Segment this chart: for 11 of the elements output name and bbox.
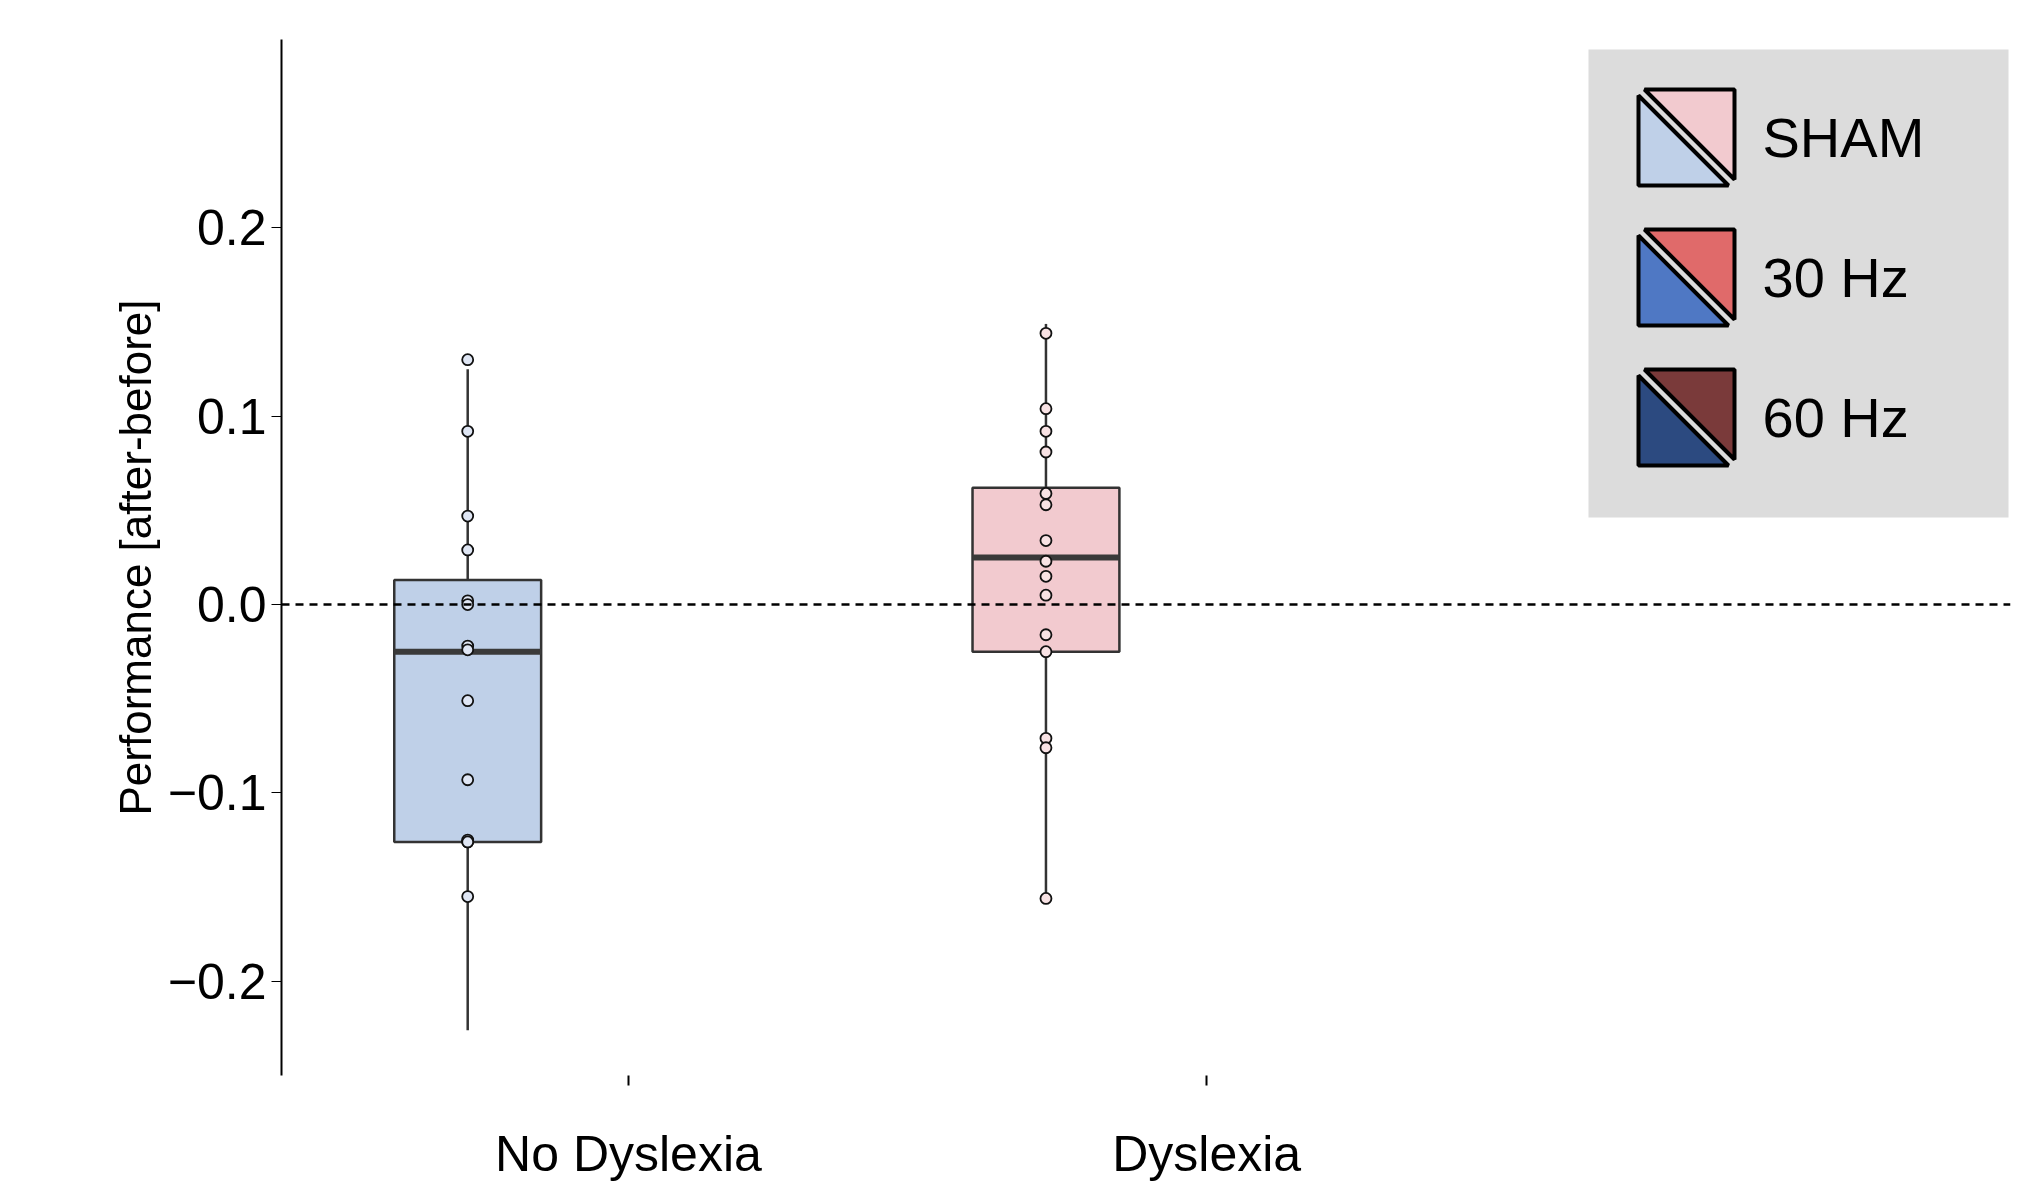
x-tick-label: No Dyslexia [495, 1125, 763, 1182]
y-tick-label: −0.1 [167, 765, 267, 822]
y-tick-label: 0.2 [196, 200, 267, 257]
y-tick-label: −0.2 [167, 953, 267, 1010]
y-tick-label: 0.0 [196, 577, 267, 634]
legend-label: 60 Hz [1762, 386, 1909, 449]
legend-label: 30 Hz [1762, 246, 1909, 309]
x-tick-label: Dyslexia [1112, 1125, 1302, 1182]
y-tick-label: 0.1 [196, 388, 267, 445]
legend-label: SHAM [1762, 106, 1925, 169]
y-axis-title: Performance [after-before] [110, 299, 160, 816]
